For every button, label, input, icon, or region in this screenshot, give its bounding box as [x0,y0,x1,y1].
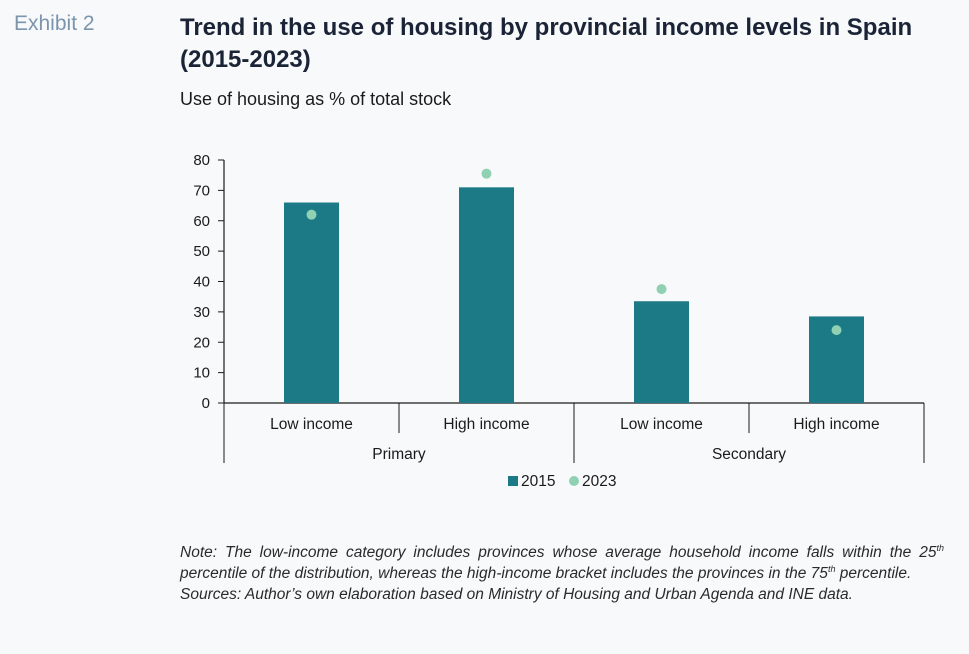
x-group-label: Secondary [712,446,786,463]
note-part: percentile. [835,565,912,582]
legend-swatch-2015 [508,476,518,486]
y-tick-label: 0 [202,395,210,412]
sources-text: Sources: Author’s own elaboration based … [180,586,853,603]
legend-label-2023: 2023 [582,473,616,490]
notes: Note: The low-income category includes p… [180,542,944,605]
bar-2015 [284,202,339,403]
y-tick-label: 50 [193,243,210,260]
y-tick-label: 60 [193,213,210,230]
bar-chart: 0 10 20 30 40 50 60 70 80 Low income High income Lo… [193,152,925,490]
x-category-label: High income [443,416,529,433]
point-2023 [656,284,667,295]
note-superscript: th [936,542,944,553]
y-tick-label: 40 [193,274,210,291]
point-2023 [831,325,842,336]
legend-label-2015: 2015 [521,473,555,490]
point-2023 [306,209,317,220]
y-tick-label: 20 [193,334,210,351]
y-tick-label: 70 [193,182,210,199]
x-category-label: Low income [620,416,703,433]
exhibit-label: Exhibit 2 [14,12,95,35]
bar-2015 [459,187,514,403]
note-text: Note: The low-income category includes p… [180,542,944,584]
y-tick-label: 30 [193,304,210,321]
note-part: percentile of the distribution, whereas … [180,565,828,582]
y-tick-label: 10 [193,365,210,382]
note-part: Note: The low-income category includes p… [180,544,937,561]
note-superscript: th [827,563,836,574]
chart-subtitle: Use of housing as % of total stock [180,89,452,109]
point-2023 [481,168,492,179]
chart-title: Trend in the use of housing by provincia… [180,14,913,73]
x-category-label: Low income [270,416,353,433]
y-tick-label: 80 [193,152,210,169]
bar-2015 [634,301,689,403]
x-category-label: High income [793,416,879,433]
legend-swatch-2023 [569,476,579,486]
x-group-label: Primary [372,446,426,463]
